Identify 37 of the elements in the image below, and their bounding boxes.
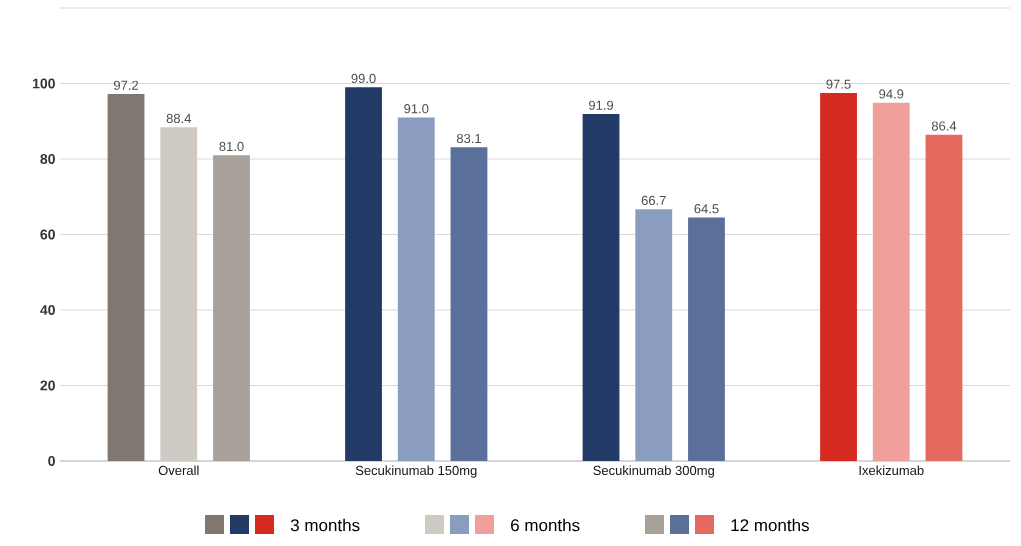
x-tick-label: Secukinumab 300mg	[593, 465, 714, 478]
bar	[688, 217, 725, 461]
y-tick-label: 100	[33, 78, 55, 89]
bar	[450, 147, 488, 461]
data-label: 81.0	[219, 141, 244, 152]
data-label: 91.0	[404, 104, 429, 114]
data-label: 66.7	[641, 195, 666, 205]
y-tick-label: 80	[40, 154, 55, 164]
legend-label: 6 months	[511, 518, 580, 532]
bar	[345, 87, 382, 461]
data-label: 99.0	[351, 73, 376, 84]
legend-label: 12 months	[731, 518, 809, 532]
bar	[107, 94, 145, 461]
legend-label: 3 months	[290, 518, 360, 532]
bar	[582, 114, 620, 461]
bar	[635, 209, 673, 461]
bar	[397, 117, 435, 461]
bar	[872, 102, 910, 461]
y-tick-label: 20	[40, 380, 55, 391]
data-label: 88.4	[166, 113, 192, 124]
data-label: 97.2	[114, 80, 139, 90]
y-tick-label: 40	[40, 305, 55, 315]
data-label: 86.4	[931, 121, 957, 131]
data-label: 97.5	[826, 79, 851, 89]
data-label: 94.9	[879, 89, 904, 99]
bar	[925, 134, 963, 461]
y-tick-label: 60	[40, 229, 55, 240]
x-tick-label: Secukinumab 150mg	[355, 465, 477, 478]
data-label: 91.9	[588, 100, 614, 110]
x-tick-label: Overall	[158, 465, 199, 476]
bar	[820, 92, 857, 461]
data-label: 64.5	[694, 204, 719, 214]
y-tick-label: 0	[48, 456, 55, 466]
data-label: 83.1	[456, 133, 481, 144]
bar	[213, 155, 250, 461]
x-tick-label: Ixekizumab	[859, 465, 924, 476]
bar	[160, 127, 198, 461]
